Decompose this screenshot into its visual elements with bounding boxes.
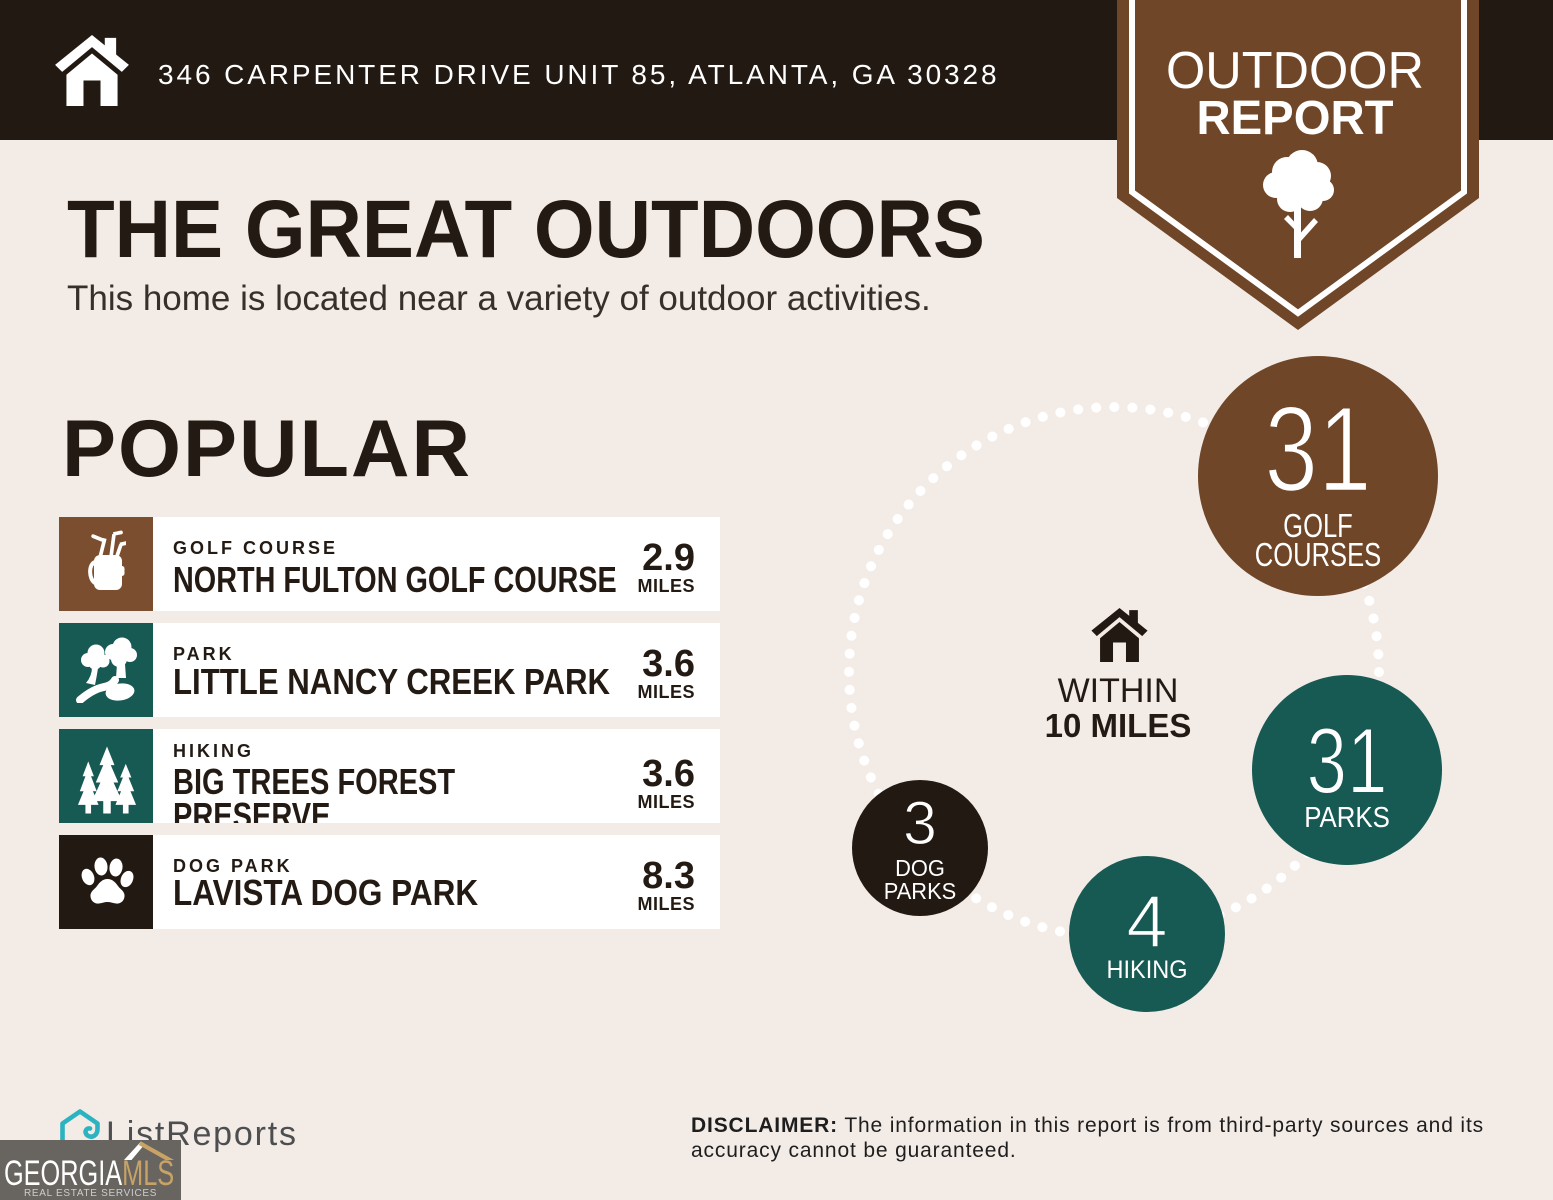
svg-text:OUTDOOR: OUTDOOR [1166,42,1424,100]
svg-text:REPORT: REPORT [1197,92,1394,145]
